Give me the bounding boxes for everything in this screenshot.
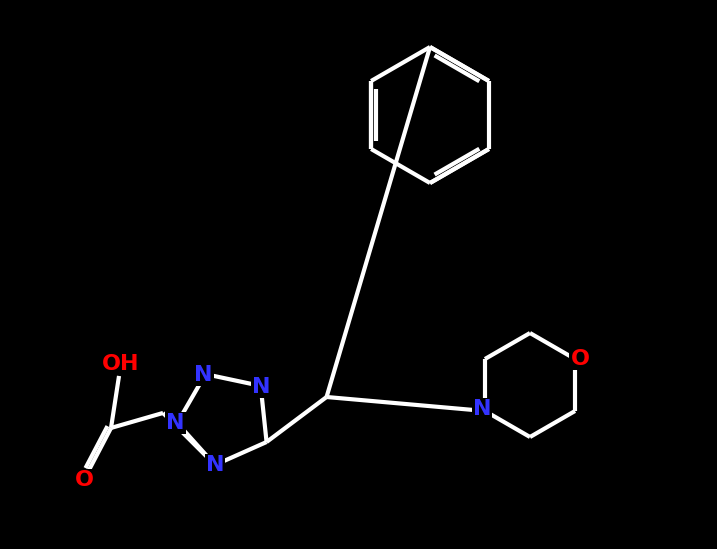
Text: N: N (166, 413, 184, 433)
Text: O: O (571, 349, 589, 369)
Text: O: O (75, 470, 93, 490)
Text: N: N (252, 377, 271, 397)
Text: N: N (473, 399, 491, 419)
Text: OH: OH (103, 354, 140, 374)
Text: N: N (194, 365, 213, 385)
Text: N: N (206, 455, 224, 475)
